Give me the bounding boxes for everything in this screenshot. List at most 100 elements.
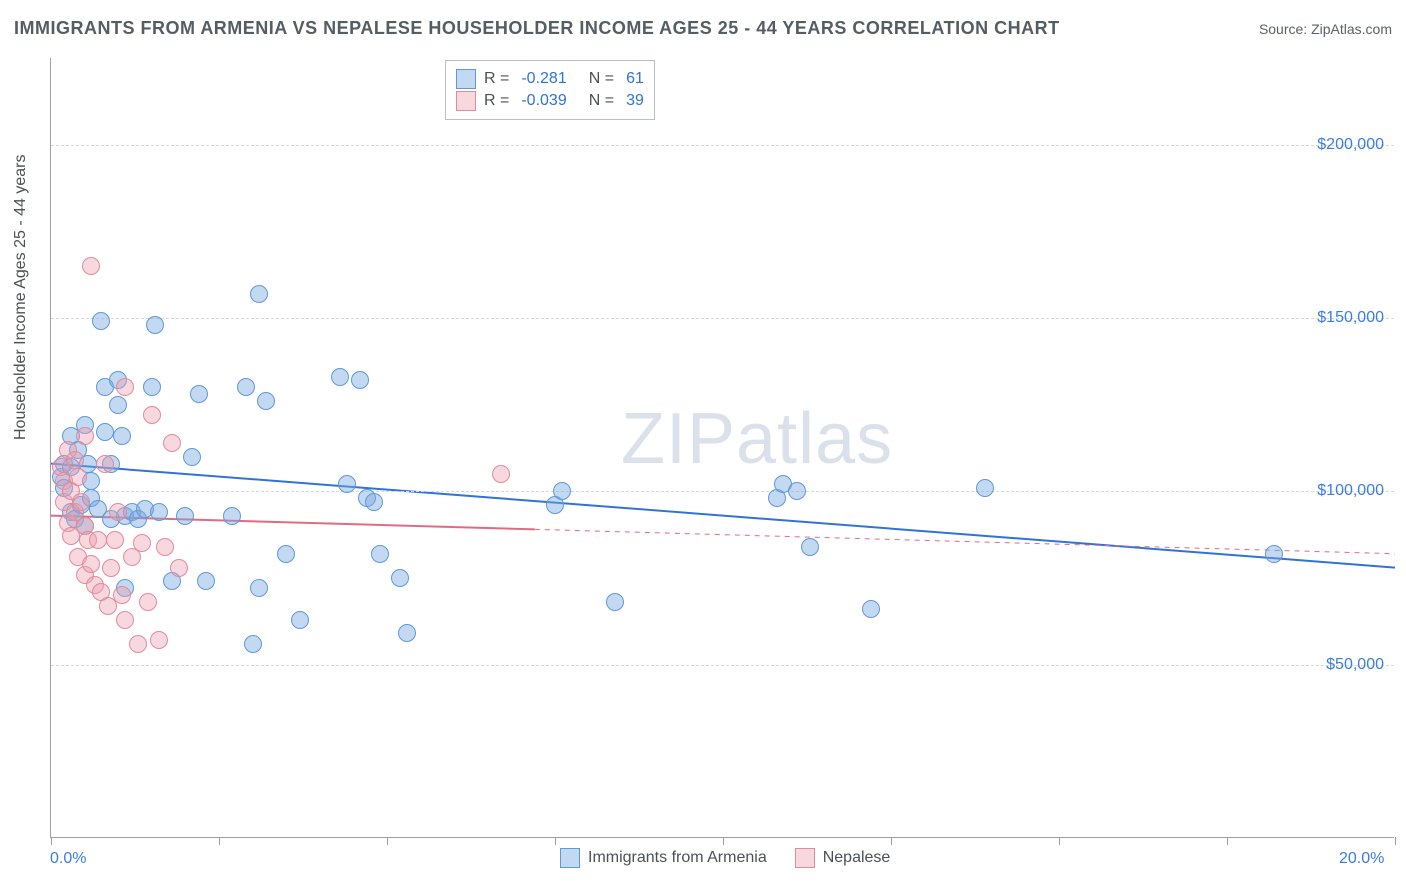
data-point-armenia bbox=[190, 385, 208, 403]
data-point-nepalese bbox=[82, 257, 100, 275]
data-point-nepalese bbox=[76, 427, 94, 445]
watermark-light: atlas bbox=[736, 399, 893, 479]
data-point-armenia bbox=[553, 482, 571, 500]
swatch-nepalese bbox=[456, 91, 476, 111]
gridline bbox=[51, 665, 1394, 666]
data-point-nepalese bbox=[143, 406, 161, 424]
stat-n-label: N = bbox=[589, 92, 614, 110]
x-tick bbox=[51, 837, 52, 845]
stats-legend-box: R =-0.281N =61R =-0.039N =39 bbox=[445, 60, 655, 120]
stat-n-label: N = bbox=[589, 70, 614, 88]
x-tick bbox=[1059, 837, 1060, 845]
data-point-nepalese bbox=[133, 534, 151, 552]
data-point-armenia bbox=[92, 312, 110, 330]
watermark-bold: ZIP bbox=[621, 399, 736, 479]
data-point-nepalese bbox=[492, 465, 510, 483]
trendline-armenia bbox=[51, 464, 1395, 568]
y-tick-label: $50,000 bbox=[1326, 656, 1384, 674]
data-point-armenia bbox=[150, 503, 168, 521]
y-tick-label: $150,000 bbox=[1317, 309, 1384, 327]
data-point-armenia bbox=[143, 378, 161, 396]
data-point-nepalese bbox=[170, 559, 188, 577]
stat-row-nepalese: R =-0.039N =39 bbox=[456, 91, 644, 111]
data-point-armenia bbox=[244, 635, 262, 653]
data-point-nepalese bbox=[109, 503, 127, 521]
x-axis-label-left: 0.0% bbox=[50, 850, 86, 868]
data-point-armenia bbox=[862, 600, 880, 618]
title-bar: IMMIGRANTS FROM ARMENIA VS NEPALESE HOUS… bbox=[14, 18, 1392, 39]
stat-row-armenia: R = -0.281 N = 61 bbox=[456, 69, 644, 89]
data-point-armenia bbox=[237, 378, 255, 396]
y-tick-label: $100,000 bbox=[1317, 482, 1384, 500]
data-point-nepalese bbox=[156, 538, 174, 556]
data-point-nepalese bbox=[129, 635, 147, 653]
legend-label: Nepalese bbox=[823, 849, 891, 867]
swatch-armenia bbox=[560, 848, 580, 868]
trend-lines-layer bbox=[51, 58, 1395, 838]
data-point-nepalese bbox=[106, 531, 124, 549]
data-point-armenia bbox=[277, 545, 295, 563]
x-tick bbox=[723, 837, 724, 845]
gridline bbox=[51, 491, 1394, 492]
x-tick bbox=[1227, 837, 1228, 845]
data-point-armenia bbox=[176, 507, 194, 525]
stat-r-value: -0.281 bbox=[521, 70, 566, 88]
data-point-nepalese bbox=[116, 378, 134, 396]
data-point-armenia bbox=[109, 396, 127, 414]
data-point-armenia bbox=[146, 316, 164, 334]
swatch-nepalese bbox=[795, 848, 815, 868]
data-point-nepalese bbox=[89, 531, 107, 549]
data-point-nepalese bbox=[150, 631, 168, 649]
data-point-armenia bbox=[250, 579, 268, 597]
data-point-armenia bbox=[338, 475, 356, 493]
data-point-nepalese bbox=[69, 468, 87, 486]
data-point-armenia bbox=[96, 423, 114, 441]
chart-title: IMMIGRANTS FROM ARMENIA VS NEPALESE HOUS… bbox=[14, 18, 1060, 39]
watermark: ZIPatlas bbox=[621, 398, 893, 480]
x-tick bbox=[891, 837, 892, 845]
source-label: Source: ZipAtlas.com bbox=[1259, 21, 1392, 37]
data-point-armenia bbox=[801, 538, 819, 556]
data-point-armenia bbox=[606, 593, 624, 611]
y-tick-label: $200,000 bbox=[1317, 136, 1384, 154]
data-point-nepalese bbox=[163, 434, 181, 452]
legend-item-nepalese: Nepalese bbox=[795, 848, 891, 868]
stat-r-label: R = bbox=[484, 70, 509, 88]
data-point-armenia bbox=[223, 507, 241, 525]
legend-label: Immigrants from Armenia bbox=[588, 849, 767, 867]
bottom-legend: Immigrants from Armenia Nepalese bbox=[560, 848, 890, 868]
gridline bbox=[51, 145, 1394, 146]
data-point-armenia bbox=[365, 493, 383, 511]
data-point-nepalese bbox=[82, 555, 100, 573]
data-point-armenia bbox=[197, 572, 215, 590]
data-point-armenia bbox=[976, 479, 994, 497]
x-tick bbox=[555, 837, 556, 845]
x-axis-label-right: 20.0% bbox=[1339, 850, 1384, 868]
data-point-armenia bbox=[351, 371, 369, 389]
data-point-nepalese bbox=[66, 451, 84, 469]
x-tick bbox=[387, 837, 388, 845]
data-point-armenia bbox=[391, 569, 409, 587]
data-point-armenia bbox=[257, 392, 275, 410]
chart-plot-area: ZIPatlas $50,000 $100,000 $150,000 $200,000 bbox=[50, 58, 1394, 838]
data-point-nepalese bbox=[116, 611, 134, 629]
data-point-nepalese bbox=[139, 593, 157, 611]
x-tick bbox=[1395, 837, 1396, 845]
legend-item-armenia: Immigrants from Armenia bbox=[560, 848, 767, 868]
data-point-nepalese bbox=[102, 559, 120, 577]
data-point-armenia bbox=[291, 611, 309, 629]
data-point-armenia bbox=[788, 482, 806, 500]
data-point-nepalese bbox=[113, 586, 131, 604]
stat-r-label: R = bbox=[484, 92, 509, 110]
data-point-nepalese bbox=[72, 493, 90, 511]
data-point-armenia bbox=[1265, 545, 1283, 563]
y-axis-title: Householder Income Ages 25 - 44 years bbox=[12, 155, 30, 441]
gridline bbox=[51, 318, 1394, 319]
stat-n-value: 61 bbox=[626, 70, 644, 88]
data-point-armenia bbox=[331, 368, 349, 386]
data-point-armenia bbox=[113, 427, 131, 445]
data-point-armenia bbox=[183, 448, 201, 466]
data-point-armenia bbox=[250, 285, 268, 303]
data-point-armenia bbox=[398, 624, 416, 642]
stat-r-value: -0.039 bbox=[521, 92, 566, 110]
